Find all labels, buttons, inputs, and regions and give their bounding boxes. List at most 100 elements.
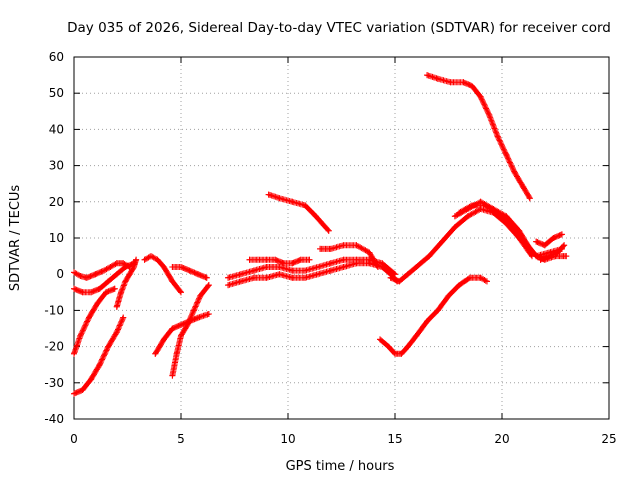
data-point [122,264,129,270]
data-point [178,289,184,296]
data-point [289,198,296,205]
data-point [263,256,270,263]
data-point [122,278,129,285]
data-point [246,256,253,263]
data-point [413,332,420,339]
y-tick-label: -10 [44,303,64,317]
data-point [317,245,324,252]
data-point [169,278,176,285]
data-point [484,278,490,285]
series-markers [71,314,127,397]
data-point [306,256,313,263]
data-point [315,271,321,278]
data-point [190,307,197,314]
data-point [237,278,244,285]
data-point [225,274,232,281]
series-s1 [71,260,133,281]
data-point [477,93,484,100]
data-point [526,195,533,202]
data-point [377,336,383,343]
data-point [385,343,392,350]
series-s17 [424,72,533,202]
data-point [302,202,309,209]
data-point [96,285,103,292]
data-point [447,79,454,86]
series-s3 [71,285,118,357]
y-tick-label: 40 [49,122,64,136]
data-point [494,209,501,216]
data-point [263,274,270,281]
series-s8 [152,311,212,357]
data-point [111,285,118,292]
data-point [205,311,212,317]
data-point [130,264,137,270]
data-point [392,350,398,357]
data-point [546,253,553,260]
data-point [86,314,92,321]
data-point [469,83,475,89]
y-tick-label: 60 [49,50,64,64]
data-point [276,271,283,278]
data-point [340,264,347,270]
series-s9 [169,282,212,379]
data-point [460,79,467,86]
data-point [113,271,120,278]
data-point [340,242,347,249]
data-point [96,361,103,368]
data-point [541,242,548,249]
data-point [77,273,84,279]
x-tick-label: 0 [70,432,78,446]
data-point [265,191,272,198]
x-axis-label: GPS time / hours [286,459,395,474]
data-point [255,256,261,263]
data-point [105,343,112,350]
series-s7 [169,264,210,281]
grid [74,57,609,419]
y-tick-label: 30 [49,159,64,173]
data-point [379,260,386,267]
series-s4 [71,314,127,397]
data-point [494,133,501,140]
y-tick-label: 10 [49,231,64,245]
data-point [237,271,244,278]
x-tick-label: 25 [601,432,616,446]
x-tick-label: 20 [494,432,509,446]
y-axis-label: SDTVAR / TECUs [8,185,23,292]
data-point [203,274,210,281]
data-point [561,242,568,249]
data-point [327,245,334,252]
data-point [178,332,184,339]
series-s6 [141,253,184,296]
data-point [486,111,493,118]
series-s11 [225,256,398,281]
x-tick-label: 5 [177,432,185,446]
chart-title: Day 035 of 2026, Sidereal Day-to-day VTE… [67,20,611,36]
data-point [439,238,446,245]
data-point [537,256,544,263]
y-tick-label: 20 [49,195,64,209]
data-point [424,72,431,79]
y-tick-label: -20 [44,340,64,354]
data-point [101,267,107,274]
data-point [272,256,279,263]
data-point [105,278,112,285]
data-point [276,195,283,202]
data-point [79,387,86,393]
data-point [79,289,86,296]
y-tick-label: 0 [56,267,64,281]
data-point [160,264,167,270]
series-markers [377,274,490,357]
series-s15 [377,274,490,357]
data-point [404,271,411,278]
data-point [387,274,394,281]
data-point [250,267,257,274]
data-point [424,318,431,325]
data-point [71,390,77,397]
data-point [563,253,570,260]
data-point [71,285,77,292]
y-tick-labels: -40 -30 -20 -10 0 10 20 30 40 50 60 [44,50,64,426]
data-point [169,325,176,332]
data-point [466,274,473,281]
y-tick-label: 50 [49,86,64,100]
